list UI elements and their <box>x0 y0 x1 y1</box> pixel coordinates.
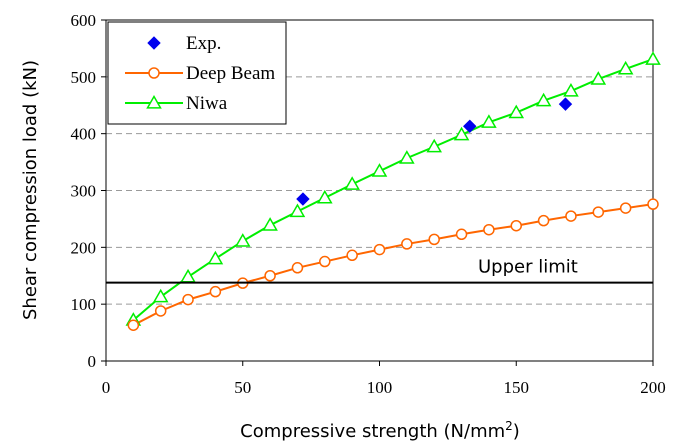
legend-marker-exp <box>147 36 161 50</box>
legend-label-niwa: Niwa <box>186 93 228 114</box>
deep-beam-point-7 <box>319 255 331 268</box>
niwa-point-1 <box>152 288 169 303</box>
y-tick-labels: 0 100 200 300 400 500 600 <box>71 11 106 371</box>
deep-beam-point-14 <box>510 219 522 232</box>
niwa-point-11 <box>426 138 442 153</box>
y-tick-label-4: 400 <box>71 125 97 144</box>
y-tick-label-1: 100 <box>71 295 97 314</box>
deep-beam-point-12 <box>455 228 468 241</box>
x-tick-label-2: 100 <box>367 378 393 397</box>
x-axis-label: Compressive strength (N/mm2) <box>240 419 520 442</box>
deep-beam-point-11 <box>428 233 440 246</box>
niwa-point-13 <box>481 114 497 128</box>
niwa-point-5 <box>262 217 278 231</box>
deep-beam-point-1 <box>154 305 167 317</box>
niwa-point-19 <box>645 51 661 65</box>
deep-beam-point-6 <box>291 262 304 274</box>
niwa-point-12 <box>453 126 470 141</box>
niwa-point-16 <box>563 83 579 97</box>
deep-beam-point-18 <box>619 202 632 214</box>
x-tick-label-3: 150 <box>504 378 530 397</box>
niwa-point-9 <box>371 163 388 177</box>
deep-beam-point-19 <box>647 198 659 210</box>
niwa-point-15 <box>535 92 552 107</box>
deep-beam-point-10 <box>401 238 413 250</box>
niwa-point-2 <box>180 268 196 283</box>
exp-point-2 <box>558 97 573 111</box>
niwa-point-7 <box>317 189 333 204</box>
deep-beam-point-9 <box>373 243 386 256</box>
niwa-point-3 <box>207 250 224 265</box>
deep-beam-point-17 <box>592 206 605 218</box>
y-tick-label-0: 0 <box>88 352 97 371</box>
y-tick-label-3: 300 <box>71 182 97 201</box>
deep-beam-point-5 <box>264 270 276 282</box>
legend-label-exp: Exp. <box>186 33 221 54</box>
niwa-point-17 <box>590 71 607 85</box>
deep-beam-point-8 <box>346 249 358 262</box>
niwa-point-4 <box>234 233 251 247</box>
deep-beam-point-3 <box>209 285 222 298</box>
legend-marker-deep-beam <box>148 67 160 79</box>
deep-beam-point-16 <box>565 210 577 222</box>
legend-label-deep-beam: Deep Beam <box>186 63 275 84</box>
legend-marker-niwa <box>146 94 162 109</box>
x-tick-label-1: 50 <box>234 378 251 397</box>
deep-beam-point-15 <box>537 214 550 227</box>
x-tick-label-0: 0 <box>102 378 111 397</box>
upper-limit-label: Upper limit <box>478 257 578 278</box>
niwa-point-6 <box>289 203 306 218</box>
exp-point-1 <box>463 119 477 133</box>
deep-beam-point-13 <box>483 223 495 236</box>
niwa-point-8 <box>344 176 360 190</box>
x-tick-label-4: 200 <box>640 378 666 397</box>
legend: Exp. Deep Beam Niwa <box>107 21 287 125</box>
niwa-point-18 <box>617 60 634 75</box>
y-tick-label-6: 600 <box>71 11 97 30</box>
deep-beam-point-0 <box>127 319 140 331</box>
y-tick-label-2: 200 <box>71 238 97 257</box>
y-axis-label: Shear compression load (kN) <box>20 60 41 320</box>
niwa-point-14 <box>508 104 525 119</box>
exp-point-0 <box>296 192 310 206</box>
y-tick-label-5: 500 <box>71 68 97 87</box>
deep-beam-point-2 <box>182 293 194 306</box>
x-tick-labels: 0 50 100 150 200 <box>102 361 666 397</box>
niwa-point-10 <box>399 150 415 164</box>
